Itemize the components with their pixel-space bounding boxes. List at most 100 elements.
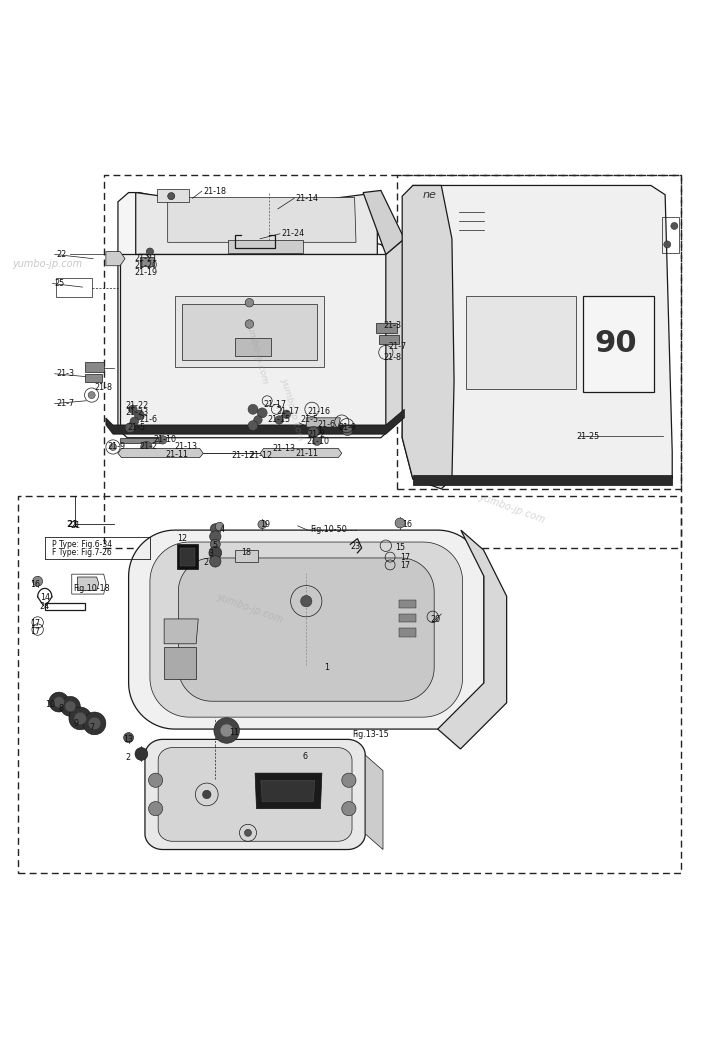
Text: 21-2: 21-2 bbox=[308, 430, 326, 438]
Circle shape bbox=[308, 427, 319, 437]
Circle shape bbox=[129, 405, 137, 413]
Text: 6: 6 bbox=[303, 752, 308, 760]
Circle shape bbox=[110, 444, 117, 451]
Text: 21-7: 21-7 bbox=[56, 400, 74, 408]
Text: 12: 12 bbox=[177, 535, 187, 543]
Text: 2: 2 bbox=[203, 558, 209, 567]
Polygon shape bbox=[466, 296, 576, 389]
Polygon shape bbox=[85, 362, 104, 372]
Circle shape bbox=[248, 405, 258, 414]
Text: 25: 25 bbox=[54, 279, 64, 288]
Text: 16: 16 bbox=[402, 520, 412, 529]
Polygon shape bbox=[118, 449, 203, 457]
Polygon shape bbox=[78, 577, 99, 591]
Text: yumbo-jp.com: yumbo-jp.com bbox=[279, 377, 305, 441]
Circle shape bbox=[342, 801, 356, 816]
Circle shape bbox=[275, 415, 283, 425]
Bar bbox=[399, 629, 417, 637]
Polygon shape bbox=[168, 198, 356, 243]
Text: 8: 8 bbox=[59, 704, 64, 713]
Text: 21: 21 bbox=[66, 520, 78, 529]
Text: 1: 1 bbox=[324, 663, 329, 673]
Circle shape bbox=[159, 435, 167, 445]
Circle shape bbox=[300, 595, 312, 607]
Circle shape bbox=[88, 718, 101, 730]
Circle shape bbox=[135, 410, 145, 419]
Polygon shape bbox=[164, 647, 196, 679]
Text: 21-3: 21-3 bbox=[383, 321, 401, 329]
Text: 21-10: 21-10 bbox=[154, 435, 177, 445]
Text: 21-8: 21-8 bbox=[383, 353, 401, 362]
Text: Fig.13-15: Fig.13-15 bbox=[352, 730, 389, 740]
Circle shape bbox=[202, 790, 211, 799]
Polygon shape bbox=[118, 192, 390, 437]
Polygon shape bbox=[129, 530, 484, 729]
Text: 21-2: 21-2 bbox=[140, 442, 157, 452]
Text: 21-9: 21-9 bbox=[338, 423, 357, 432]
Text: 16: 16 bbox=[31, 581, 41, 589]
Polygon shape bbox=[140, 256, 155, 266]
Circle shape bbox=[342, 426, 352, 435]
Circle shape bbox=[33, 576, 43, 586]
Text: 14: 14 bbox=[40, 593, 50, 602]
Polygon shape bbox=[178, 558, 434, 701]
Text: 21-3: 21-3 bbox=[56, 369, 74, 379]
Circle shape bbox=[245, 298, 253, 306]
Text: 18: 18 bbox=[241, 548, 251, 558]
Text: 21-19: 21-19 bbox=[135, 269, 157, 277]
Circle shape bbox=[168, 192, 174, 200]
Text: P Type: Fig.6-34: P Type: Fig.6-34 bbox=[52, 540, 112, 549]
Circle shape bbox=[342, 773, 356, 788]
Text: yumbo-jp.com: yumbo-jp.com bbox=[244, 320, 269, 385]
Polygon shape bbox=[235, 550, 258, 562]
Circle shape bbox=[61, 697, 80, 717]
Text: Fig.10-50: Fig.10-50 bbox=[310, 525, 347, 533]
Text: 21-22: 21-22 bbox=[125, 402, 148, 410]
Text: 13: 13 bbox=[123, 735, 133, 745]
Text: 21-24: 21-24 bbox=[281, 229, 305, 238]
Polygon shape bbox=[182, 304, 317, 360]
Text: 21-5: 21-5 bbox=[127, 423, 145, 432]
Polygon shape bbox=[306, 417, 340, 427]
Circle shape bbox=[209, 555, 221, 567]
Text: 21-11: 21-11 bbox=[295, 449, 318, 458]
Text: 21-16: 21-16 bbox=[308, 407, 330, 416]
Circle shape bbox=[244, 829, 251, 837]
Text: 21-14: 21-14 bbox=[295, 194, 318, 203]
Polygon shape bbox=[120, 254, 386, 429]
Circle shape bbox=[141, 441, 152, 453]
Bar bbox=[399, 614, 417, 622]
Circle shape bbox=[65, 701, 75, 712]
Polygon shape bbox=[145, 740, 365, 849]
Circle shape bbox=[149, 773, 163, 788]
Text: 21-12: 21-12 bbox=[249, 451, 273, 460]
Text: 5: 5 bbox=[212, 541, 218, 550]
Polygon shape bbox=[376, 322, 397, 333]
Text: yumbo-jp.com: yumbo-jp.com bbox=[478, 492, 547, 525]
Circle shape bbox=[149, 801, 163, 816]
Polygon shape bbox=[174, 296, 324, 367]
Circle shape bbox=[53, 697, 65, 707]
Text: 21-13: 21-13 bbox=[272, 444, 295, 453]
Polygon shape bbox=[583, 296, 654, 391]
Polygon shape bbox=[106, 251, 125, 266]
Polygon shape bbox=[228, 241, 303, 253]
Text: yumbo-jp.com: yumbo-jp.com bbox=[215, 592, 284, 624]
Text: 21-15: 21-15 bbox=[267, 415, 290, 425]
Circle shape bbox=[248, 420, 258, 431]
Polygon shape bbox=[363, 190, 404, 254]
Circle shape bbox=[258, 520, 266, 528]
Circle shape bbox=[209, 530, 221, 542]
Polygon shape bbox=[120, 437, 161, 444]
Polygon shape bbox=[365, 755, 383, 849]
Text: 21-5: 21-5 bbox=[300, 415, 319, 425]
Circle shape bbox=[257, 408, 267, 417]
Text: 21-17: 21-17 bbox=[263, 400, 287, 409]
Circle shape bbox=[88, 391, 95, 399]
Text: 21-11: 21-11 bbox=[166, 450, 189, 458]
Circle shape bbox=[74, 712, 87, 725]
Circle shape bbox=[130, 417, 139, 426]
Polygon shape bbox=[150, 542, 463, 718]
Circle shape bbox=[209, 546, 221, 560]
Polygon shape bbox=[386, 238, 404, 429]
